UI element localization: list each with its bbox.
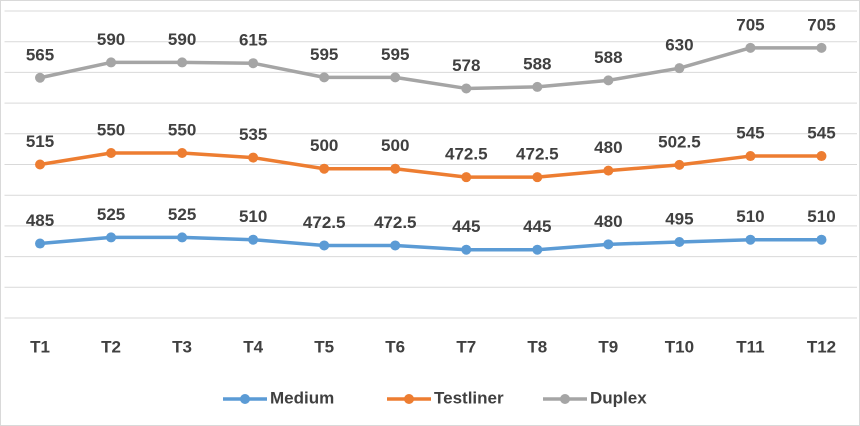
series-line [39, 46, 822, 91]
point [745, 234, 756, 245]
point [816, 234, 827, 245]
data-label: 590 [168, 30, 196, 49]
x-tick-label: T5 [314, 337, 334, 356]
x-tick-label: T3 [172, 337, 192, 356]
data-label: 550 [168, 120, 196, 139]
point [461, 83, 472, 94]
data-label: 472.5 [445, 145, 488, 164]
data-label: 480 [594, 212, 622, 231]
data-label: 500 [381, 136, 409, 155]
point [532, 244, 543, 255]
point [603, 165, 614, 176]
data-label: 565 [26, 45, 54, 64]
point [603, 75, 614, 86]
legend-marker [560, 394, 570, 404]
x-tick-label: T12 [807, 337, 836, 356]
data-label: 578 [452, 56, 480, 75]
data-label: 472.5 [516, 145, 559, 164]
data-label: 510 [239, 207, 267, 226]
point [106, 232, 117, 243]
legend-label: Duplex [590, 388, 647, 407]
data-label: 590 [97, 30, 125, 49]
data-label: 485 [26, 211, 54, 230]
point [106, 147, 117, 158]
data-label: 502.5 [658, 132, 701, 151]
point [319, 240, 330, 251]
legend-marker [240, 394, 250, 404]
data-label: 525 [168, 205, 196, 224]
point [390, 72, 401, 83]
series-line [39, 151, 822, 179]
point [35, 72, 46, 83]
point [816, 42, 827, 53]
point [461, 244, 472, 255]
x-tick-label: T2 [101, 337, 121, 356]
point [390, 240, 401, 251]
data-label: 515 [26, 132, 54, 151]
x-tick-label: T10 [665, 337, 694, 356]
data-label: 588 [594, 48, 622, 67]
data-label: 535 [239, 125, 267, 144]
point [745, 151, 756, 162]
point [177, 232, 188, 243]
data-label: 495 [665, 210, 693, 229]
data-label: 445 [523, 217, 551, 236]
point [319, 72, 330, 83]
point [248, 58, 259, 69]
data-label: 525 [97, 205, 125, 224]
data-label: 705 [736, 15, 764, 34]
point [248, 234, 259, 245]
data-label: 705 [807, 15, 835, 34]
point [319, 163, 330, 174]
data-label: 550 [97, 120, 125, 139]
legend-marker [404, 394, 414, 404]
x-tick-label: T4 [243, 337, 263, 356]
data-label: 472.5 [374, 213, 417, 232]
data-label: 545 [807, 124, 835, 143]
x-tick-label: T8 [527, 337, 547, 356]
data-label: 615 [239, 31, 267, 50]
point [35, 238, 46, 249]
x-tick-label: T7 [456, 337, 476, 356]
legend-label: Medium [270, 388, 334, 407]
x-tick-label: T11 [736, 337, 764, 356]
data-label: 445 [452, 217, 480, 236]
data-label: 510 [807, 207, 835, 226]
x-tick-label: T9 [598, 337, 618, 356]
point [177, 57, 188, 68]
data-label: 472.5 [303, 213, 346, 232]
point [106, 57, 117, 68]
point [674, 237, 685, 248]
point [745, 42, 756, 53]
x-tick-label: T6 [385, 337, 405, 356]
data-label: 480 [594, 138, 622, 157]
data-label: 510 [736, 207, 764, 226]
point [674, 63, 685, 74]
point [674, 159, 685, 170]
legend-label: Testliner [434, 388, 504, 407]
point [532, 172, 543, 183]
point [603, 239, 614, 250]
data-label: 630 [665, 36, 693, 55]
data-label: 595 [310, 45, 338, 64]
point [390, 163, 401, 174]
data-label: 545 [736, 124, 764, 143]
data-label: 500 [310, 136, 338, 155]
point [461, 172, 472, 183]
point [177, 147, 188, 158]
data-label: 588 [523, 54, 551, 73]
point [248, 152, 259, 163]
point [35, 159, 46, 170]
data-label: 595 [381, 45, 409, 64]
series-line [39, 235, 822, 252]
point [816, 151, 827, 162]
x-tick-label: T1 [30, 337, 50, 356]
point [532, 81, 543, 92]
